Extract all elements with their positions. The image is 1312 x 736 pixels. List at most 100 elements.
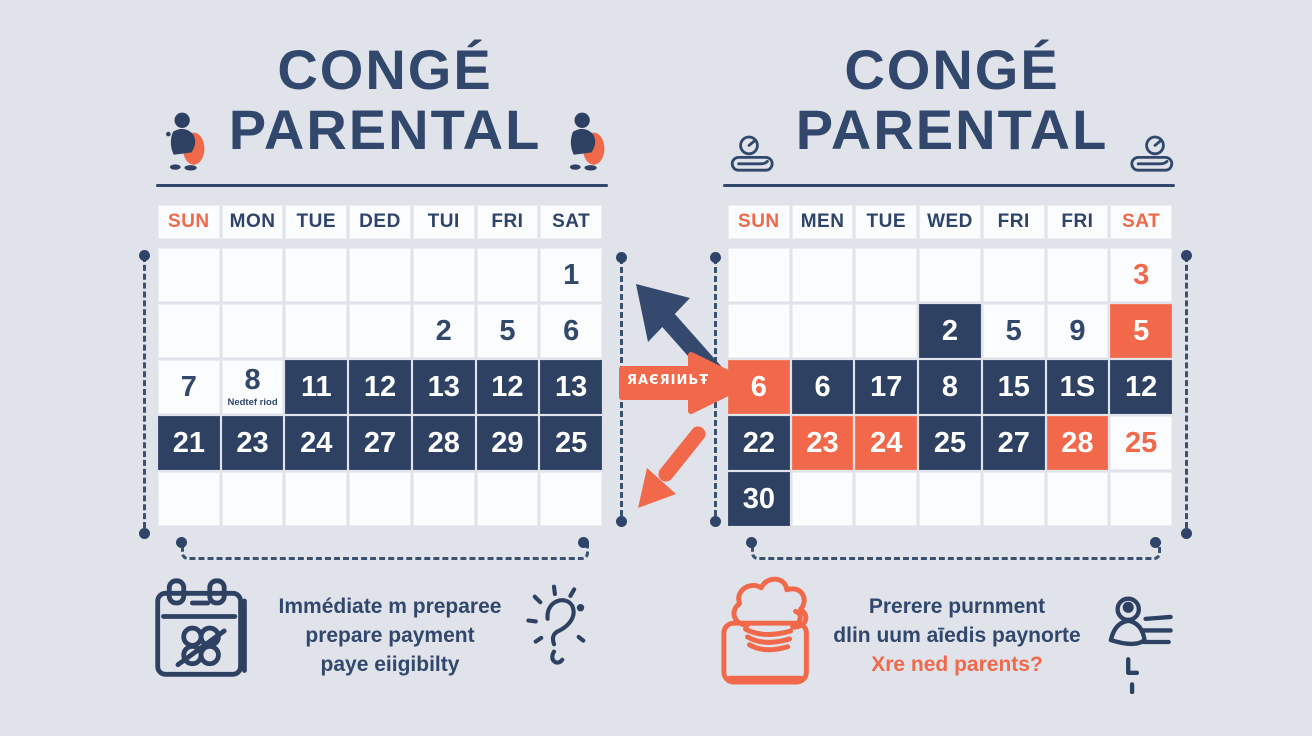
guide-dot (1181, 250, 1192, 261)
day-cell-24: 24 (855, 416, 918, 470)
day-cell-empty (540, 472, 602, 526)
calendar-doodle-icon (150, 576, 256, 682)
guide-dot (710, 516, 721, 527)
day-cell-28: 28 (412, 416, 475, 470)
guide-dot (1181, 528, 1192, 539)
parent-child-icon (163, 110, 209, 172)
day-cell-30: 30 (728, 472, 790, 526)
day-cell-empty (412, 472, 475, 526)
day-cell-25: 25 (540, 416, 602, 470)
left-title: CONGÉ PARENTAL (155, 40, 615, 160)
day-cell-25: 25 (919, 416, 981, 470)
guide-dot (139, 250, 150, 261)
right-caption-line2: dlin uum aīedis paynorte (833, 624, 1081, 647)
day-cell-empty (158, 472, 220, 526)
day-cell-2: 2 (919, 304, 981, 358)
orange-right-arrow: ЯAЄЯIИЬŦ (617, 352, 752, 414)
day-cell-1S: 1S (1046, 360, 1109, 414)
weekday-fri: FRI (1046, 205, 1109, 239)
day-cell-15: 15 (982, 360, 1045, 414)
day-cell-6: 6 (540, 304, 602, 358)
day-cell-22: 22 (728, 416, 790, 470)
day-cell-8: 8 (919, 360, 981, 414)
right-measure-bracket (751, 542, 1161, 560)
weekday-sat: SAT (540, 205, 602, 239)
sparkle-question-icon (522, 578, 586, 674)
day-cell-empty (476, 472, 539, 526)
orange-down-left-arrow-icon (628, 426, 723, 521)
day-cell-empty (349, 472, 411, 526)
left-calendar-weekday-row: SUN MON TUE DED TUI FRI SAT (158, 205, 602, 239)
right-caption-line1: Prerere purnment (868, 595, 1046, 618)
parent-child-icon (563, 110, 609, 172)
weekday-mon: MON (221, 205, 284, 239)
day-cell-17: 17 (855, 360, 918, 414)
weekday-fri: FRI (476, 205, 539, 239)
day-cell-empty (728, 304, 790, 358)
day-cell-25: 25 (1110, 416, 1172, 470)
day-cell-21: 21 (158, 416, 220, 470)
day-cell-5: 5 (982, 304, 1045, 358)
day-cell-28: 28 (1046, 416, 1109, 470)
day-cell-empty (728, 248, 790, 302)
right-caption: Prerere purnment dlin uum aīedis paynort… (772, 592, 1142, 679)
right-title-line1: CONGÉ (844, 38, 1060, 101)
guide-dot (1150, 537, 1161, 548)
right-title-underline (723, 184, 1175, 187)
weekday-wed: WED (919, 205, 981, 239)
left-caption-line2: prepare payment (305, 624, 475, 647)
day-cell-29: 29 (476, 416, 539, 470)
parent-checklist-icon (1095, 590, 1173, 694)
day-cell-empty (791, 472, 854, 526)
day-cell-empty (1046, 248, 1109, 302)
right-caption-line3: Xre ned parents? (871, 653, 1043, 676)
left-calendar: SUN MON TUE DED TUI FRI SAT 1 2 5 6 7 8 Nedtef riod 1… (158, 205, 602, 526)
guide-dot (616, 516, 627, 527)
money-pouch-icon (718, 572, 826, 692)
left-measure-bracket (181, 542, 589, 560)
day-cell-empty (476, 248, 539, 302)
day-cell-13: 13 (412, 360, 475, 414)
guide-dot (710, 252, 721, 263)
left-title-line2: PARENTAL (228, 98, 542, 161)
day-cell-empty (919, 248, 981, 302)
guide-dot (746, 537, 757, 548)
alarm-clock-icon (1127, 133, 1175, 177)
day-cell-27: 27 (349, 416, 411, 470)
weekday-sat: SAT (1110, 205, 1172, 239)
day-cell-empty (791, 304, 854, 358)
day-cell-2: 2 (412, 304, 475, 358)
day-cell-27: 27 (982, 416, 1045, 470)
weekday-ded: DED (349, 205, 411, 239)
weekday-tue: TUE (285, 205, 348, 239)
guide-dot (616, 252, 627, 263)
weekday-fri: FRI (982, 205, 1045, 239)
weekday-tue: TUE (855, 205, 918, 239)
day-cell-13: 13 (540, 360, 602, 414)
day-cell-empty (855, 304, 918, 358)
day-cell-6: 6 (791, 360, 854, 414)
day-cell-7: 7 (158, 360, 220, 414)
day-cell-23: 23 (221, 416, 284, 470)
day-cell-empty (855, 472, 918, 526)
right-calendar-weekday-row: SUN MEN TUE WED FRI FRI SAT (728, 205, 1172, 239)
day-cell-12: 12 (476, 360, 539, 414)
day-cell-12: 12 (349, 360, 411, 414)
day-cell-empty (919, 472, 981, 526)
day-cell-empty (1110, 472, 1172, 526)
weekday-tui: TUI (412, 205, 475, 239)
right-title: CONGÉ PARENTAL (722, 40, 1182, 160)
dashed-guide-left-outer (143, 256, 146, 528)
day-cell-12: 12 (1110, 360, 1172, 414)
right-calendar-grid: 3 2 5 9 5 6 6 17 8 15 1S 12 22 23 24 25 27 28 25 30 (728, 248, 1172, 526)
guide-dot (578, 537, 589, 548)
day-cell-8: 8 Nedtef riod (221, 360, 284, 414)
left-title-line1: CONGÉ (277, 38, 493, 101)
day-cell-empty (285, 472, 348, 526)
day-cell-5: 5 (476, 304, 539, 358)
day-cell-9: 9 (1046, 304, 1109, 358)
day-cell-5: 5 (1110, 304, 1172, 358)
left-caption-line1: Immédiate m preparee (278, 595, 502, 618)
day-cell-empty (349, 304, 411, 358)
